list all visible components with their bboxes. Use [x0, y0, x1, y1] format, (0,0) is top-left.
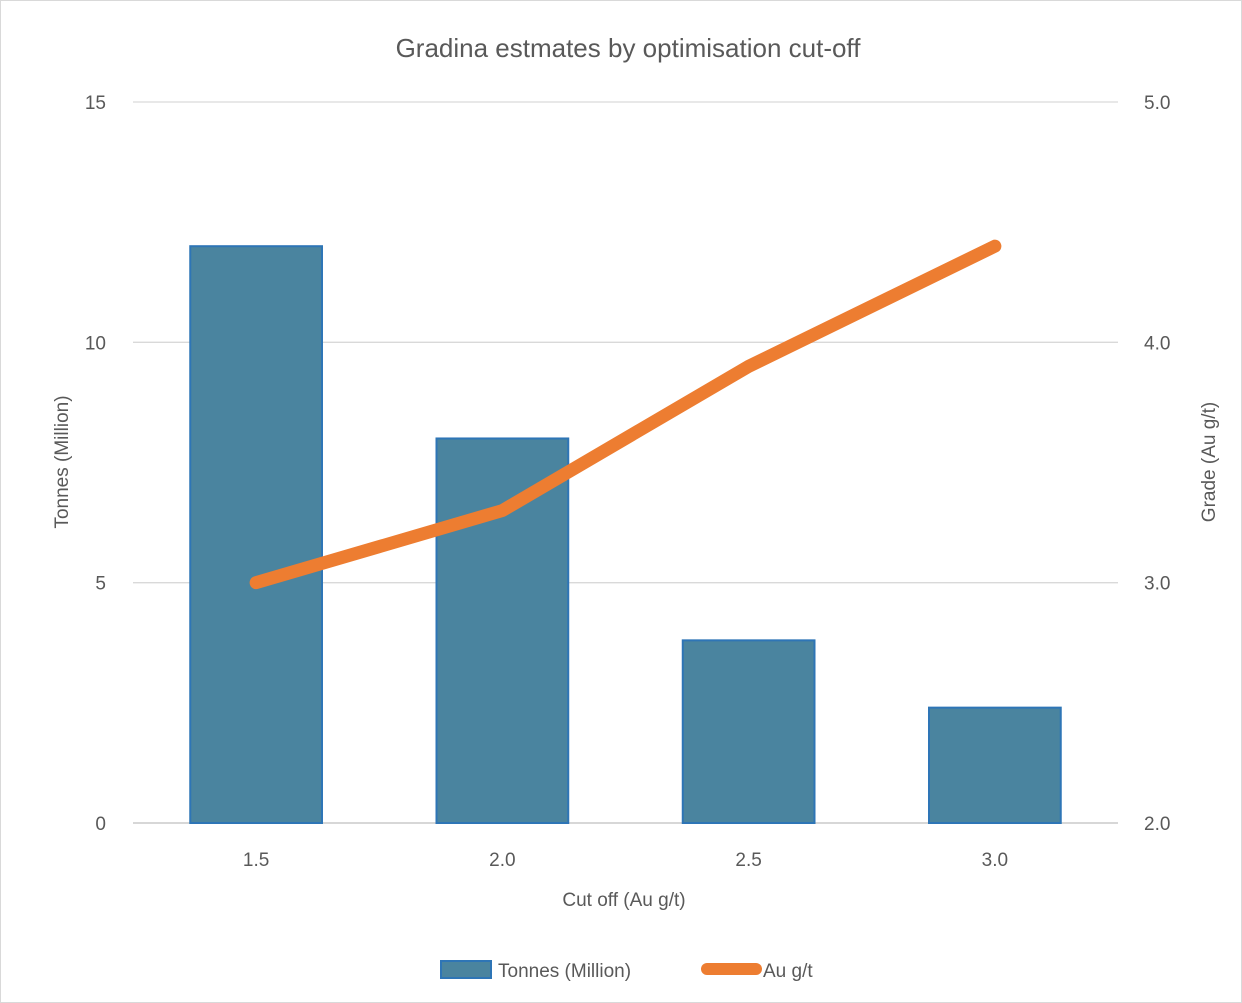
legend-swatch-bar: [440, 960, 492, 979]
series-line: [249, 239, 1002, 590]
legend-label: Au g/t: [763, 961, 813, 982]
bar: [435, 437, 570, 824]
bar: [681, 639, 816, 825]
x-axis-title: Cut off (Au g/t): [562, 890, 685, 911]
y2-tick-label: 2.0: [1144, 814, 1170, 835]
x-axis-ticks: 1.5 2.0 2.5 3.0: [243, 850, 1008, 871]
y-axis-left-ticks: 0 5 10 15: [85, 93, 106, 835]
y-axis-right-ticks: 2.0 3.0 4.0 5.0: [1144, 93, 1170, 835]
y-tick-label: 10: [85, 333, 106, 354]
y2-tick-label: 3.0: [1144, 574, 1170, 595]
bar-series: [189, 245, 1062, 825]
x-tick-label: 2.0: [489, 850, 515, 871]
y-axis-right-title: Grade (Au g/t): [1199, 402, 1220, 522]
y-tick-label: 0: [95, 814, 106, 835]
legend-label: Tonnes (Million): [498, 961, 631, 982]
x-tick-label: 3.0: [982, 850, 1008, 871]
y2-tick-label: 5.0: [1144, 93, 1170, 114]
bar: [928, 706, 1062, 825]
x-tick-label: 1.5: [243, 850, 269, 871]
bar: [189, 245, 323, 824]
y2-tick-label: 4.0: [1144, 333, 1170, 354]
y-tick-label: 15: [85, 93, 106, 114]
line-series: [249, 239, 1002, 590]
chart-title: Gradina estmates by optimisation cut-off: [396, 33, 862, 63]
legend: Tonnes (Million) Au g/t: [440, 960, 813, 982]
y-axis-left-title: Tonnes (Million): [52, 395, 73, 528]
x-tick-label: 2.5: [735, 850, 761, 871]
y-tick-label: 5: [95, 574, 106, 595]
